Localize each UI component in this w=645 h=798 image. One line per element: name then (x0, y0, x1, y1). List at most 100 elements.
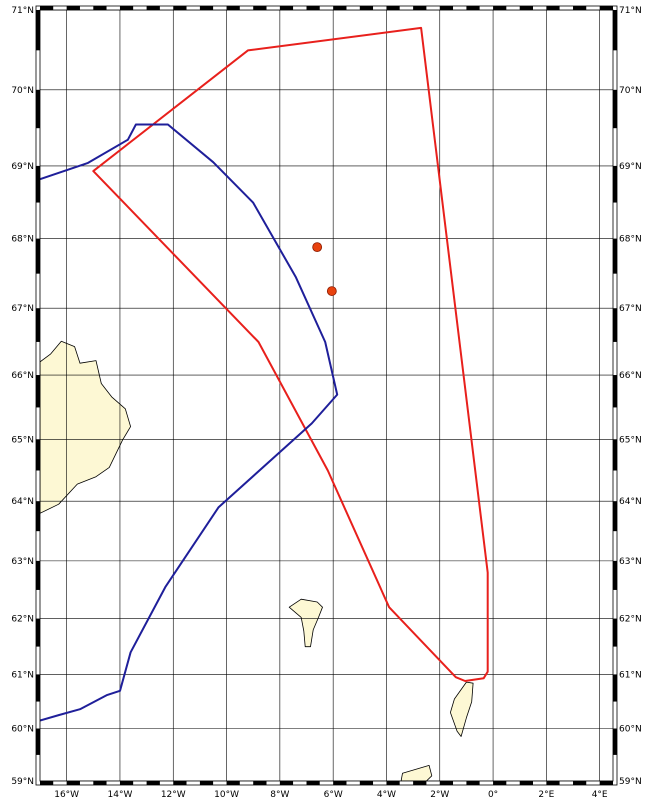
frame-segment (373, 6, 387, 10)
frame-segment (36, 501, 40, 532)
lat-label-left: 59°N (11, 777, 34, 787)
frame-segment (66, 781, 80, 785)
blue-boundary-line (40, 123, 339, 722)
frame-segment (453, 6, 467, 10)
frame-segment (359, 6, 374, 10)
frame-segment (79, 781, 94, 785)
frame-segment (599, 6, 613, 10)
frame-segment (36, 89, 40, 129)
frame-segment (533, 6, 547, 10)
frame-segment (613, 165, 617, 203)
lat-label-left: 60°N (11, 725, 34, 735)
land-layer (40, 340, 474, 781)
frame-segment (40, 781, 54, 785)
frame-segment (93, 781, 107, 785)
frame-segment (413, 6, 427, 10)
frame-segment (613, 10, 617, 51)
frame-segment (36, 646, 40, 675)
frame-segment (386, 6, 400, 10)
frame-segment (266, 781, 280, 785)
lon-label-bottom: 16°W (54, 790, 79, 798)
lat-label-right: 60°N (619, 725, 642, 735)
frame-segment (253, 6, 267, 10)
frame-segment (493, 781, 507, 785)
frame-segment (133, 781, 147, 785)
frame-segment (613, 754, 617, 781)
frame-segment (613, 439, 617, 471)
frame-segment (199, 781, 214, 785)
frame-segment (613, 728, 617, 755)
frame-segment (36, 341, 40, 376)
frame-segment (36, 202, 40, 239)
frame-segment (613, 273, 617, 309)
frame-segment (253, 781, 267, 785)
frame-segment (386, 781, 400, 785)
frame-segment (186, 781, 200, 785)
frame-segment (36, 674, 40, 702)
frame-segment (493, 6, 507, 10)
frame-segment (36, 238, 40, 274)
frame-segment (36, 728, 40, 755)
lat-label-right: 70°N (619, 86, 642, 96)
frame-segment (53, 6, 67, 10)
frame-segment (613, 202, 617, 239)
lat-label-right: 65°N (619, 435, 642, 445)
frame-segment (40, 6, 54, 10)
frame-segment (573, 6, 587, 10)
frame-segment (533, 781, 547, 785)
orkney-land (400, 765, 433, 781)
frame-segment (439, 781, 454, 785)
frame-segment (266, 6, 280, 10)
frame-segment (239, 6, 254, 10)
frame-segment (613, 89, 617, 129)
frame-segment (306, 781, 320, 785)
frame-segment (53, 781, 67, 785)
frame-segment (613, 470, 617, 502)
frame-segment (466, 6, 480, 10)
lon-label-bottom: 2°E (538, 790, 554, 798)
lat-label-left: 62°N (11, 615, 34, 625)
frame-segment (613, 618, 617, 647)
lat-label-right: 68°N (619, 235, 642, 245)
frame-segment (36, 701, 40, 729)
station-marker (312, 242, 323, 253)
frame-segment (36, 407, 40, 440)
frame-segment (613, 674, 617, 702)
frame-segment (559, 781, 574, 785)
frame-segment (466, 781, 480, 785)
lat-label-left: 63°N (11, 557, 34, 567)
frame-segment (346, 781, 360, 785)
lat-label-right: 64°N (619, 497, 642, 507)
frame-segment (546, 6, 560, 10)
frame-segment (279, 6, 294, 10)
lat-label-left: 65°N (11, 435, 34, 445)
frame-segment (359, 781, 374, 785)
frame-segment (36, 128, 40, 166)
frame-segment (546, 781, 560, 785)
frame-segment (613, 128, 617, 166)
lat-label-left: 66°N (11, 371, 34, 381)
lat-label-left: 61°N (11, 670, 34, 680)
frame-segment (479, 6, 494, 10)
frame-segment (119, 6, 134, 10)
frame-segment (36, 470, 40, 502)
frame-segment (36, 439, 40, 471)
frame-segment (159, 6, 174, 10)
frame-segment (613, 341, 617, 376)
frame-segment (399, 6, 414, 10)
tick-labels: 71°N 71°N 70°N 70°N 69°N 69°N 68°N 68°N 67°N 67°N… (11, 6, 641, 798)
lon-label-bottom: 0° (488, 790, 498, 798)
frame-segment (186, 6, 200, 10)
frame-segment (506, 781, 520, 785)
frame-segment (106, 6, 120, 10)
frame-segment (159, 781, 174, 785)
frame-segment (213, 781, 227, 785)
frame-segment (36, 273, 40, 309)
lat-label-left: 67°N (11, 304, 34, 314)
frame-segment (399, 781, 414, 785)
shetland-land (449, 681, 474, 737)
red-survey-polygon (92, 26, 489, 682)
lat-label-left: 70°N (11, 86, 34, 96)
frame-segment (613, 308, 617, 342)
frame-segment (599, 781, 613, 785)
